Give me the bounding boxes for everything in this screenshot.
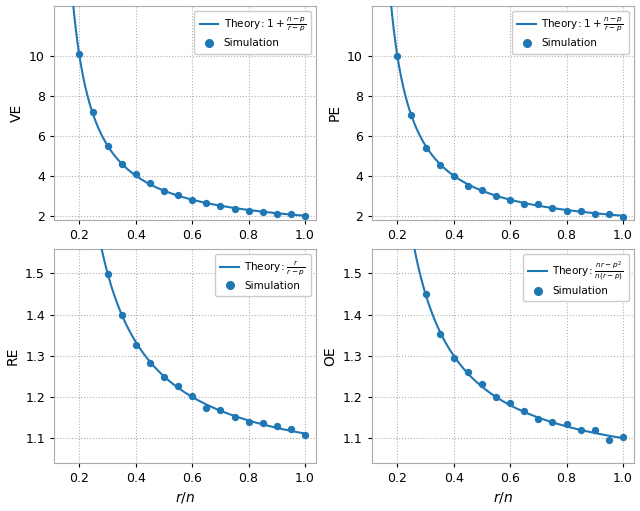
Point <box>74 50 84 58</box>
Point <box>547 204 557 212</box>
Point <box>449 354 459 362</box>
Point <box>589 210 600 218</box>
Y-axis label: RE: RE <box>6 346 20 365</box>
Point <box>215 406 225 414</box>
Point <box>229 205 239 214</box>
Point <box>505 196 515 204</box>
Point <box>519 407 529 415</box>
Point <box>102 270 113 278</box>
Point <box>435 160 445 169</box>
Point <box>272 210 282 218</box>
X-axis label: $r/n$: $r/n$ <box>175 491 195 505</box>
Point <box>88 200 99 208</box>
Point <box>589 426 600 434</box>
Point <box>215 201 225 210</box>
Point <box>575 426 586 434</box>
Point <box>575 207 586 215</box>
Point <box>604 211 614 219</box>
Point <box>420 290 431 298</box>
Point <box>533 200 543 208</box>
Y-axis label: OE: OE <box>323 346 337 365</box>
Point <box>491 192 501 200</box>
Point <box>491 393 501 401</box>
Point <box>131 341 141 350</box>
Point <box>88 108 99 117</box>
Point <box>116 311 127 319</box>
Point <box>477 186 487 194</box>
Y-axis label: VE: VE <box>10 104 24 122</box>
Point <box>187 392 197 401</box>
Legend: Theory: $1 + \frac{n-p}{r-p}$, Simulation: Theory: $1 + \frac{n-p}{r-p}$, Simulatio… <box>195 11 311 54</box>
Point <box>392 52 403 60</box>
Point <box>463 181 473 190</box>
Point <box>145 359 155 367</box>
Legend: Theory: $\frac{r}{r-p}$, Simulation: Theory: $\frac{r}{r-p}$, Simulation <box>215 254 311 296</box>
Point <box>618 433 628 441</box>
Point <box>102 142 113 150</box>
Legend: Theory: $\frac{nr-p^2}{n(r-p)}$, Simulation: Theory: $\frac{nr-p^2}{n(r-p)}$, Simulat… <box>523 254 629 301</box>
Point <box>449 171 459 179</box>
Legend: Theory: $1 + \frac{n-p}{r-p}$, Simulation: Theory: $1 + \frac{n-p}{r-p}$, Simulatio… <box>512 11 629 54</box>
Point <box>243 207 253 215</box>
Point <box>116 160 127 168</box>
Point <box>243 417 253 426</box>
Point <box>286 425 296 433</box>
Point <box>519 199 529 207</box>
Point <box>159 187 169 195</box>
Point <box>201 199 211 207</box>
Point <box>463 367 473 376</box>
Point <box>286 210 296 218</box>
Point <box>201 404 211 412</box>
Point <box>74 61 84 69</box>
Point <box>392 102 403 110</box>
Point <box>173 191 183 199</box>
Point <box>561 420 572 428</box>
Point <box>561 207 572 215</box>
Point <box>406 229 417 238</box>
Point <box>300 212 310 220</box>
Point <box>435 330 445 338</box>
Point <box>257 208 268 216</box>
Point <box>406 111 417 120</box>
Point <box>145 179 155 188</box>
Point <box>159 373 169 381</box>
Point <box>131 170 141 178</box>
Point <box>187 196 197 204</box>
Point <box>533 415 543 423</box>
Point <box>505 399 515 407</box>
Point <box>173 382 183 390</box>
Point <box>272 422 282 430</box>
Point <box>618 213 628 221</box>
Point <box>300 431 310 439</box>
Point <box>547 417 557 426</box>
X-axis label: $r/n$: $r/n$ <box>493 491 513 505</box>
Point <box>229 412 239 421</box>
Y-axis label: PE: PE <box>328 104 342 121</box>
Point <box>604 436 614 445</box>
Point <box>257 419 268 427</box>
Point <box>420 145 431 153</box>
Point <box>477 380 487 388</box>
